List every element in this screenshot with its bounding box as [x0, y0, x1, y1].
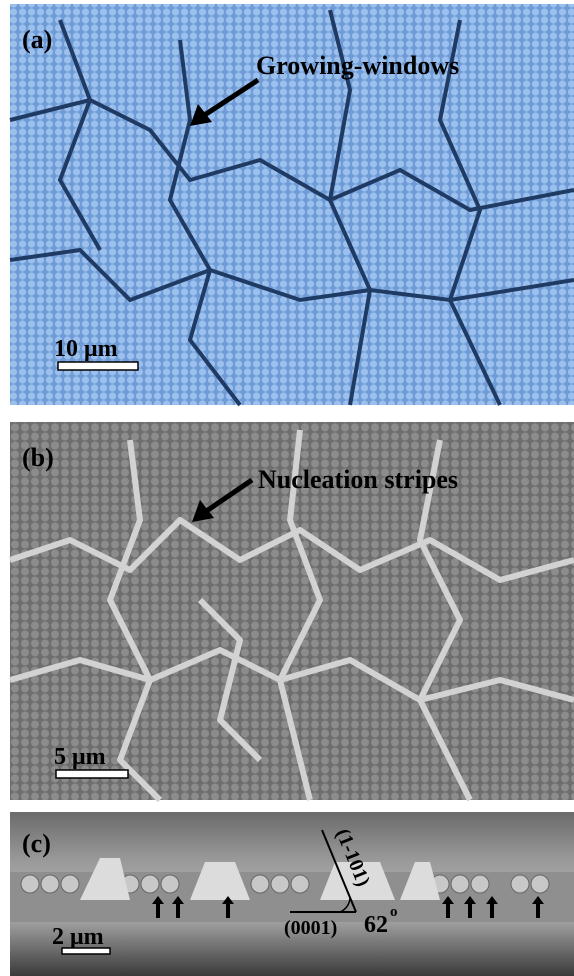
panel-a: (a) Growing-windows 10 μm [10, 4, 574, 405]
scale-bar [62, 948, 110, 954]
angle-label: 62 [364, 912, 388, 938]
panel-label: (a) [22, 25, 52, 54]
annotation: Nucleation stripes [258, 465, 458, 494]
panel-c: (c) (1-101) (0001) 62 o 2 μm [10, 812, 574, 976]
panel-label: (c) [22, 829, 51, 858]
scale-label: 10 μm [54, 336, 118, 362]
scale-label: 2 μm [52, 924, 104, 950]
scale-bar [58, 362, 138, 370]
scale-label: 5 μm [54, 744, 106, 770]
annotation: Growing-windows [256, 51, 459, 80]
facet-label: (0001) [284, 917, 337, 939]
panel-b: (b) Nucleation stripes 5 μm [10, 422, 574, 800]
angle-unit: o [390, 904, 398, 920]
figure: (a) Growing-windows 10 μm (b) Nucleation… [0, 0, 574, 976]
scale-bar [56, 770, 128, 778]
panel-label: (b) [22, 443, 54, 472]
